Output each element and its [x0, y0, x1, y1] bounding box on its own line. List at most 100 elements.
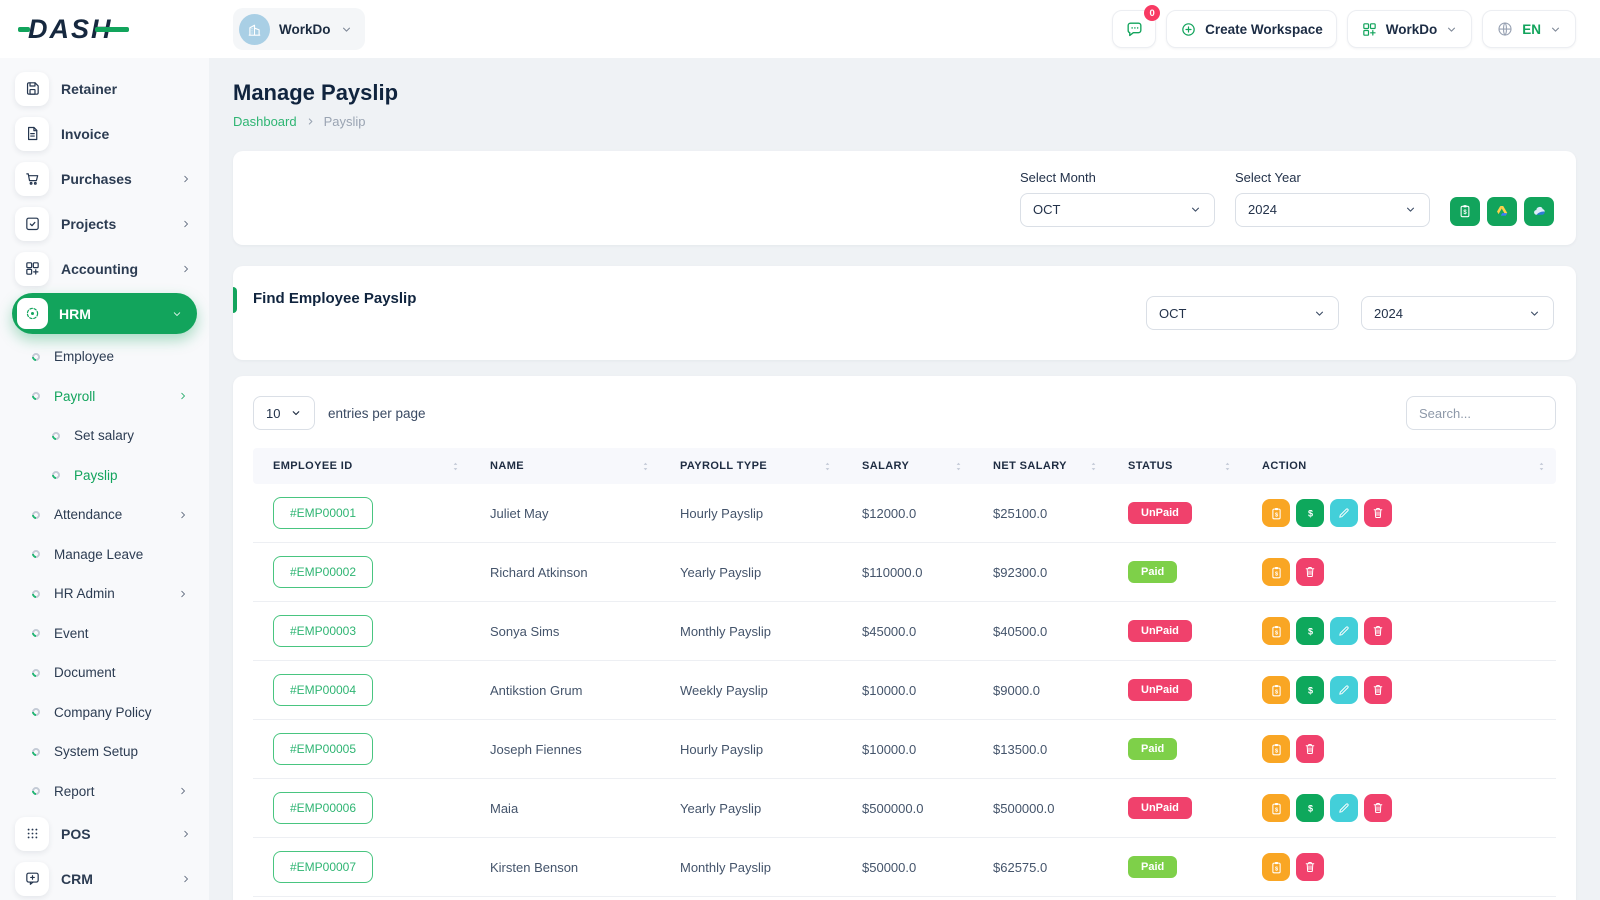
svg-text:$: $	[1274, 689, 1278, 695]
sidebar-item-crm[interactable]: CRM	[0, 856, 209, 900]
sidebar-item-hrm[interactable]: HRM	[12, 293, 197, 334]
pay-action-button[interactable]: $	[1296, 499, 1324, 527]
column-header-employee-id[interactable]: EMPLOYEE ID	[253, 448, 470, 484]
messages-count-badge: 0	[1144, 5, 1161, 21]
payslip-action-button[interactable]: $	[1262, 853, 1290, 881]
employee-id-button[interactable]: #EMP00006	[273, 792, 373, 824]
workdo-menu-button[interactable]: WorkDo	[1346, 10, 1473, 48]
sidebar-item-retainer[interactable]: Retainer	[0, 66, 209, 111]
sidebar-item-projects[interactable]: Projects	[0, 201, 209, 246]
edit-action-button[interactable]	[1330, 499, 1358, 527]
sidebar-item-purchases[interactable]: Purchases	[0, 156, 209, 201]
create-workspace-button[interactable]: Create Workspace	[1166, 10, 1337, 48]
sidebar-item-payslip[interactable]: Payslip	[0, 456, 209, 496]
payroll-type: Monthly Payslip	[680, 859, 772, 875]
row-actions: $ $	[1242, 794, 1556, 822]
payslip-action-button[interactable]: $	[1262, 676, 1290, 704]
employee-id-button[interactable]: #EMP00005	[273, 733, 373, 765]
pay-action-button[interactable]: $	[1296, 794, 1324, 822]
sidebar-item-label: Employee	[54, 349, 115, 365]
payslip-action-button[interactable]: $	[1262, 617, 1290, 645]
employee-id-button[interactable]: #EMP00003	[273, 615, 373, 647]
sidebar-item-report[interactable]: Report	[0, 772, 209, 812]
sidebar-item-system-setup[interactable]: System Setup	[0, 732, 209, 772]
entries-per-page-select[interactable]: 10	[253, 396, 315, 430]
sidebar-item-invoice[interactable]: Invoice	[0, 111, 209, 156]
sidebar-item-attendance[interactable]: Attendance	[0, 495, 209, 535]
onedrive-button[interactable]	[1524, 196, 1554, 226]
sidebar-item-manage-leave[interactable]: Manage Leave	[0, 535, 209, 575]
sidebar-item-label: Payroll	[54, 388, 96, 404]
sidebar-item-document[interactable]: Document	[0, 653, 209, 693]
bullet-icon	[30, 351, 42, 363]
payslip-action-button[interactable]: $	[1262, 735, 1290, 763]
table-row: #EMP00001 Juliet May Hourly Payslip $120…	[253, 484, 1556, 543]
svg-text:$: $	[1274, 512, 1278, 518]
net-salary: $13500.0	[993, 741, 1048, 757]
sidebar-item-payroll[interactable]: Payroll	[0, 377, 209, 417]
column-header-status[interactable]: STATUS	[1108, 448, 1242, 484]
column-header-name[interactable]: NAME	[470, 448, 660, 484]
payslip-action-button[interactable]: $	[1262, 499, 1290, 527]
employee-id-button[interactable]: #EMP00002	[273, 556, 373, 588]
column-header-action[interactable]: ACTION	[1242, 448, 1556, 484]
pay-action-button[interactable]: $	[1296, 617, 1324, 645]
sidebar-item-hr-admin[interactable]: HR Admin	[0, 574, 209, 614]
pay-action-button[interactable]: $	[1296, 676, 1324, 704]
delete-icon	[1303, 860, 1317, 874]
sidebar-item-pos[interactable]: POS	[0, 811, 209, 856]
sidebar-item-event[interactable]: Event	[0, 614, 209, 654]
edit-action-button[interactable]	[1330, 794, 1358, 822]
messages-button[interactable]: 0	[1112, 5, 1161, 48]
delete-action-button[interactable]	[1296, 853, 1324, 881]
google-drive-button[interactable]	[1487, 196, 1517, 226]
sidebar-item-label: POS	[61, 825, 91, 842]
sidebar-item-company-policy[interactable]: Company Policy	[0, 693, 209, 733]
generate-payslip-button[interactable]: $	[1450, 196, 1480, 226]
employee-id-button[interactable]: #EMP00004	[273, 674, 373, 706]
sidebar-item-label: Invoice	[61, 125, 110, 142]
bullet-icon	[30, 548, 42, 560]
payroll-type: Yearly Payslip	[680, 800, 762, 816]
find-month-select[interactable]: OCT	[1146, 296, 1339, 330]
delete-action-button[interactable]	[1364, 794, 1392, 822]
employee-name: Joseph Fiennes	[490, 741, 582, 757]
delete-action-button[interactable]	[1296, 735, 1324, 763]
delete-action-button[interactable]	[1364, 617, 1392, 645]
payslip-action-button[interactable]: $	[1262, 558, 1290, 586]
payslip-icon: $	[1269, 742, 1284, 757]
sidebar-item-label: Purchases	[61, 170, 132, 187]
chevron-right-icon	[180, 873, 192, 885]
language-selector[interactable]: EN	[1482, 10, 1576, 48]
find-year-select[interactable]: 2024	[1361, 296, 1554, 330]
edit-action-button[interactable]	[1330, 617, 1358, 645]
payslip-icon: $	[1269, 624, 1284, 639]
year-select[interactable]: 2024	[1235, 192, 1430, 227]
payslip-action-button[interactable]: $	[1262, 794, 1290, 822]
column-header-net-salary[interactable]: NET SALARY	[973, 448, 1108, 484]
salary: $110000.0	[862, 564, 923, 580]
employee-id-button[interactable]: #EMP00007	[273, 851, 373, 883]
onedrive-cloud-icon	[1531, 203, 1548, 220]
breadcrumb-dashboard-link[interactable]: Dashboard	[233, 114, 297, 129]
month-select[interactable]: OCT	[1020, 192, 1215, 227]
sidebar-item-accounting[interactable]: Accounting	[0, 246, 209, 291]
edit-action-button[interactable]	[1330, 676, 1358, 704]
google-drive-icon	[1494, 203, 1510, 219]
column-header-payroll-type[interactable]: PAYROLL TYPE	[660, 448, 842, 484]
payroll-type: Weekly Payslip	[680, 682, 768, 698]
employee-id-button[interactable]: #EMP00001	[273, 497, 373, 529]
search-input[interactable]	[1406, 396, 1556, 430]
row-actions: $ $	[1242, 617, 1556, 645]
delete-action-button[interactable]	[1296, 558, 1324, 586]
delete-action-button[interactable]	[1364, 499, 1392, 527]
breadcrumb-current: Payslip	[323, 114, 366, 129]
delete-action-button[interactable]	[1364, 676, 1392, 704]
sidebar-item-set-salary[interactable]: Set salary	[0, 416, 209, 456]
crm-icon	[15, 861, 49, 896]
column-header-salary[interactable]: SALARY	[842, 448, 973, 484]
chat-icon	[1125, 20, 1144, 39]
sidebar-item-employee[interactable]: Employee	[0, 337, 209, 377]
workspace-switcher[interactable]: WorkDo	[233, 8, 365, 50]
payslip-icon: $	[1269, 801, 1284, 816]
